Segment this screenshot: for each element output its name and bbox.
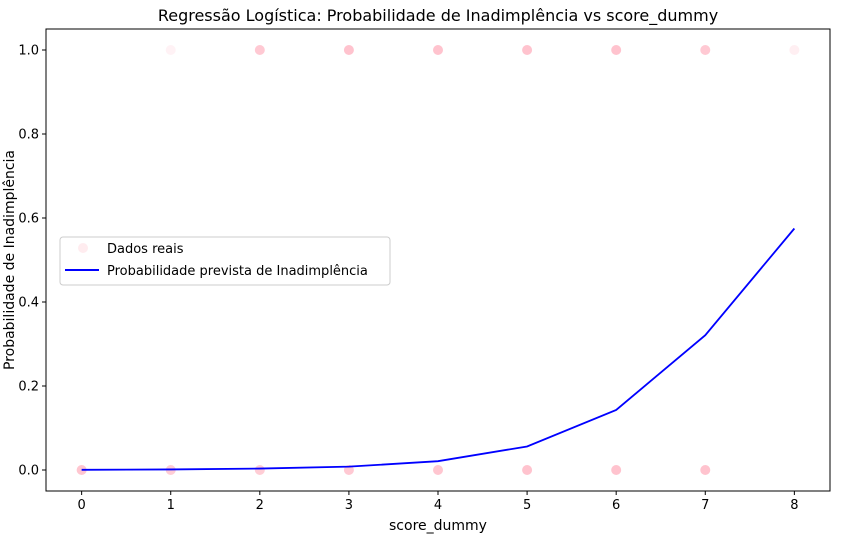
legend-marker-dados-reais	[78, 243, 88, 253]
x-axis-ticks: 0 1 2 3 4 5 6 7 8	[77, 491, 799, 513]
y-tick-label: 0.6	[18, 212, 39, 227]
y-tick-label: 0.8	[18, 128, 39, 143]
scatter-points	[76, 45, 800, 475]
legend-label-dados-reais: Dados reais	[107, 242, 184, 257]
data-point	[76, 465, 87, 475]
x-tick-label: 5	[523, 498, 531, 513]
x-tick-label: 8	[790, 498, 798, 513]
x-tick-label: 1	[167, 498, 175, 513]
data-point	[522, 465, 533, 475]
data-point	[522, 45, 533, 55]
data-point	[254, 465, 265, 475]
data-point	[700, 45, 711, 55]
y-axis-label: Probabilidade de Inadimplência	[2, 150, 18, 370]
x-tick-label: 3	[345, 498, 353, 513]
y-tick-label: 0.4	[18, 296, 39, 311]
legend-label-probabilidade-prevista: Probabilidade prevista de Inadimplência	[107, 264, 368, 279]
prediction-line	[81, 227, 796, 471]
data-point	[343, 45, 354, 55]
x-tick-label: 2	[256, 498, 264, 513]
y-tick-label: 0.0	[18, 464, 39, 479]
data-point	[700, 465, 711, 475]
x-tick-label: 6	[612, 498, 620, 513]
data-point	[433, 45, 443, 55]
x-tick-label: 4	[434, 498, 442, 513]
x-tick-label: 0	[77, 498, 85, 513]
prediction-line-layer	[81, 227, 796, 471]
legend-box	[59, 236, 391, 286]
legend: Dados reais Probabilidade prevista de In…	[59, 236, 391, 286]
data-point	[789, 45, 800, 55]
data-point	[433, 465, 443, 475]
x-tick-label: 7	[701, 498, 709, 513]
y-axis-ticks: 0.0 0.2 0.4 0.6 0.8 1.0	[18, 44, 46, 479]
data-point	[254, 45, 265, 55]
x-axis-label: score_dummy	[389, 518, 487, 534]
data-point	[165, 45, 176, 55]
y-tick-label: 0.2	[18, 380, 39, 395]
y-tick-label: 1.0	[18, 44, 39, 59]
chart-title: Regressão Logística: Probabilidade de In…	[158, 6, 718, 26]
data-point	[611, 45, 622, 55]
data-point	[611, 465, 622, 475]
